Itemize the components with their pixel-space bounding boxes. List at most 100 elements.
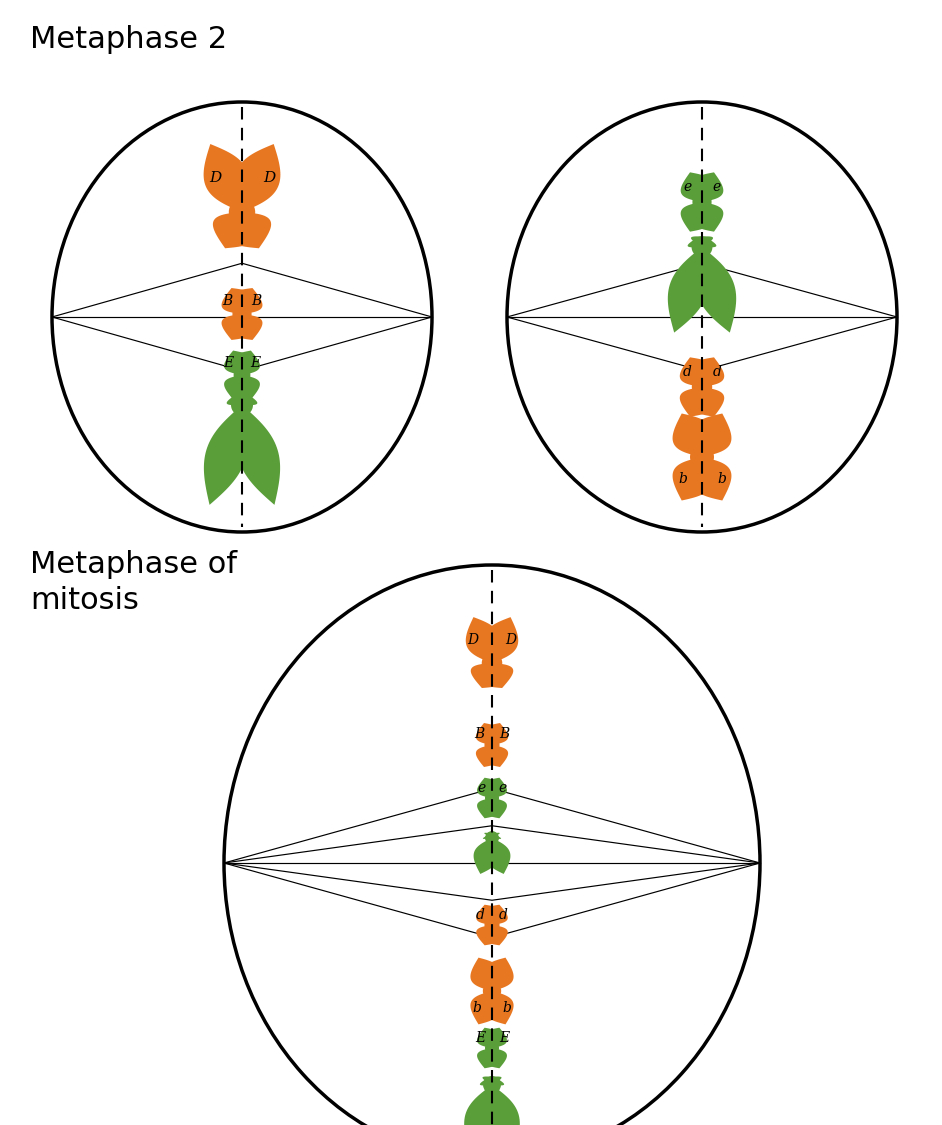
- Text: Metaphase 2: Metaphase 2: [30, 25, 227, 54]
- Text: b: b: [717, 471, 726, 486]
- Circle shape: [485, 791, 499, 806]
- Polygon shape: [680, 358, 712, 387]
- Polygon shape: [477, 1048, 499, 1069]
- Polygon shape: [484, 745, 508, 767]
- Polygon shape: [693, 457, 731, 501]
- Circle shape: [481, 652, 502, 673]
- Text: b: b: [473, 1001, 481, 1015]
- Circle shape: [229, 199, 255, 225]
- Text: d: d: [683, 366, 691, 379]
- Polygon shape: [230, 212, 271, 249]
- Polygon shape: [203, 405, 248, 505]
- Polygon shape: [477, 904, 500, 925]
- Text: E: E: [475, 1030, 485, 1045]
- Polygon shape: [692, 202, 723, 232]
- Circle shape: [484, 918, 499, 933]
- Circle shape: [690, 446, 714, 469]
- Polygon shape: [680, 387, 712, 416]
- Polygon shape: [691, 387, 724, 416]
- Polygon shape: [483, 832, 499, 839]
- Polygon shape: [484, 991, 513, 1025]
- Circle shape: [485, 1041, 499, 1055]
- Text: Metaphase of
mitosis: Metaphase of mitosis: [30, 550, 237, 615]
- Polygon shape: [486, 1084, 520, 1125]
- Polygon shape: [484, 957, 513, 991]
- Polygon shape: [221, 288, 252, 314]
- Polygon shape: [482, 1077, 504, 1086]
- Circle shape: [691, 377, 712, 397]
- Polygon shape: [484, 618, 518, 663]
- Polygon shape: [485, 838, 511, 874]
- Polygon shape: [224, 375, 251, 399]
- Polygon shape: [227, 393, 253, 405]
- Polygon shape: [231, 393, 257, 405]
- Text: B: B: [222, 294, 233, 308]
- Circle shape: [691, 236, 712, 258]
- Polygon shape: [221, 314, 252, 340]
- Polygon shape: [477, 925, 500, 945]
- Polygon shape: [681, 172, 711, 202]
- Polygon shape: [232, 314, 263, 340]
- Text: e: e: [684, 180, 691, 195]
- Polygon shape: [484, 1028, 507, 1048]
- Text: b: b: [678, 471, 687, 486]
- Polygon shape: [232, 288, 263, 314]
- Polygon shape: [236, 144, 281, 212]
- Circle shape: [484, 738, 499, 753]
- Text: B: B: [252, 294, 262, 308]
- Circle shape: [485, 831, 499, 845]
- Polygon shape: [203, 144, 249, 212]
- Polygon shape: [484, 723, 508, 745]
- Polygon shape: [483, 904, 508, 925]
- Polygon shape: [484, 832, 501, 839]
- Polygon shape: [464, 1084, 498, 1125]
- Polygon shape: [484, 798, 507, 818]
- Text: E: E: [499, 1030, 509, 1045]
- Polygon shape: [477, 777, 499, 798]
- Polygon shape: [477, 1028, 499, 1048]
- Text: D: D: [467, 633, 479, 647]
- Text: d: d: [499, 908, 508, 921]
- Polygon shape: [692, 172, 723, 202]
- Text: E: E: [223, 356, 234, 370]
- Text: d: d: [712, 366, 722, 379]
- Polygon shape: [471, 663, 503, 688]
- Text: E: E: [251, 356, 260, 370]
- Polygon shape: [465, 618, 499, 663]
- Circle shape: [233, 305, 252, 324]
- Polygon shape: [673, 414, 711, 457]
- Polygon shape: [233, 375, 260, 399]
- Polygon shape: [233, 351, 260, 375]
- Text: D: D: [506, 633, 516, 647]
- Polygon shape: [479, 1077, 501, 1086]
- Text: D: D: [209, 171, 221, 184]
- Polygon shape: [470, 957, 500, 991]
- Polygon shape: [693, 414, 731, 457]
- Polygon shape: [476, 723, 500, 745]
- Polygon shape: [691, 358, 724, 387]
- Polygon shape: [224, 351, 251, 375]
- Polygon shape: [476, 745, 500, 767]
- Polygon shape: [695, 248, 737, 333]
- Polygon shape: [470, 991, 500, 1025]
- Polygon shape: [480, 663, 513, 688]
- Text: e: e: [477, 781, 485, 795]
- Circle shape: [234, 367, 251, 384]
- Circle shape: [483, 1077, 501, 1094]
- Polygon shape: [484, 1048, 507, 1069]
- Circle shape: [692, 192, 711, 212]
- Text: D: D: [263, 171, 275, 184]
- Polygon shape: [673, 457, 711, 501]
- Circle shape: [483, 982, 501, 1000]
- Text: B: B: [475, 727, 484, 741]
- Polygon shape: [483, 925, 508, 945]
- Polygon shape: [213, 212, 254, 249]
- Circle shape: [231, 394, 253, 416]
- Polygon shape: [668, 248, 708, 333]
- Polygon shape: [681, 202, 711, 232]
- Polygon shape: [691, 236, 716, 248]
- Polygon shape: [477, 798, 499, 818]
- Polygon shape: [688, 236, 713, 248]
- Polygon shape: [236, 405, 280, 505]
- Text: d: d: [476, 908, 485, 921]
